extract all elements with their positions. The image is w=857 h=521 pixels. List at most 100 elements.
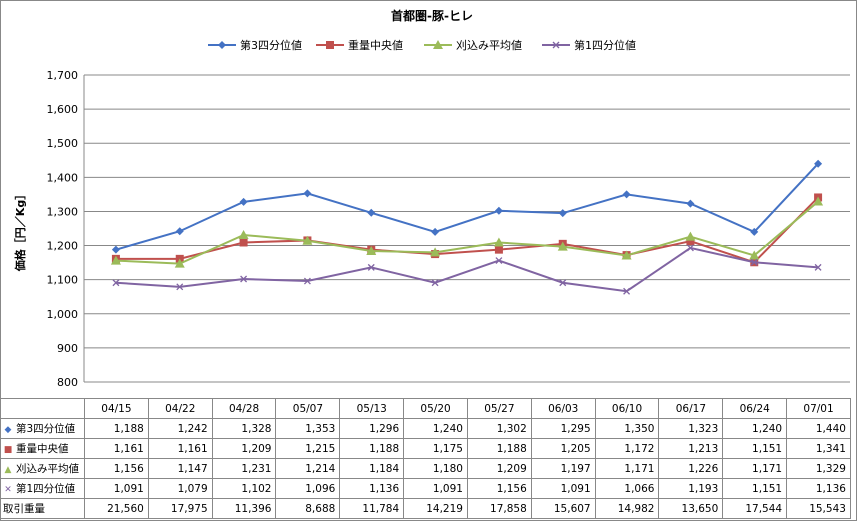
- series-line: [115, 163, 819, 251]
- data-point: [431, 279, 439, 287]
- table-value-cell: 1,161: [147, 438, 213, 459]
- table-value-cell: 1,440: [786, 418, 851, 439]
- y-tick-label: 1,500: [47, 137, 79, 150]
- x-tick-label: 06/03: [530, 398, 596, 419]
- data-point: [686, 199, 695, 208]
- table-row: 取引重量 21,560 17,975 11,396 8,688 11,784 14,219 1…: [0, 498, 851, 519]
- table-value-cell: 1,215: [275, 438, 341, 459]
- x-tick-label: 05/13: [339, 398, 405, 419]
- table-series-cell: ✕ 第1四分位値: [0, 478, 85, 499]
- data-point: [433, 40, 443, 49]
- table-value-cell: 1,151: [722, 478, 788, 499]
- table-value-cell: 1,147: [147, 458, 213, 479]
- series-line: [115, 196, 819, 264]
- table-value-cell: 1,175: [403, 438, 468, 459]
- table-series-label: 第3四分位値: [16, 423, 76, 435]
- table-value-cell: 21,560: [84, 498, 149, 519]
- data-point: [750, 227, 759, 236]
- y-axis-ticks: 800 900 1,000 1,100 1,200 1,300 1,400 1,500 1,60…: [47, 69, 79, 389]
- table-value-cell: 1,188: [84, 418, 149, 439]
- data-point: [750, 258, 758, 266]
- data-point: [749, 250, 760, 260]
- data-point: [621, 250, 632, 260]
- data-point: [557, 241, 568, 251]
- table-value-cell: 1,197: [530, 458, 596, 479]
- data-point: [112, 279, 120, 287]
- data-point: [494, 245, 503, 254]
- data-point: [494, 206, 503, 215]
- table-series-cell: ◆ 第3四分位値: [0, 418, 85, 439]
- data-point: [238, 229, 249, 239]
- x-tick-label: 05/20: [403, 398, 468, 419]
- table-value-cell: 1,231: [211, 458, 277, 479]
- table-value-cell: 1,066: [594, 478, 660, 499]
- data-point: [495, 257, 503, 265]
- table-value-cell: 14,219: [403, 498, 468, 519]
- data-point: [218, 41, 226, 49]
- table-value-cell: 1,302: [466, 418, 532, 439]
- x-tick-label: 06/17: [658, 398, 724, 419]
- data-point: [814, 159, 823, 168]
- legend: 第3四分位値 重量中央値 刈込み平均値 第1四分位値: [208, 38, 636, 52]
- table-value-cell: 11,396: [211, 498, 277, 519]
- data-point: [623, 287, 631, 295]
- data-point: [110, 255, 121, 265]
- table-value-cell: 1,240: [722, 418, 788, 439]
- table-value-cell: 1,240: [403, 418, 468, 439]
- data-point: [686, 244, 694, 252]
- series-line: [115, 246, 819, 293]
- table-row: ▲ 刈込み平均値 1,156 1,147 1,231 1,214 1,184 1,180 1,2…: [0, 458, 851, 479]
- table-value-cell: 1,151: [722, 438, 788, 459]
- series-lines: [110, 159, 824, 295]
- table-value-cell: 1,184: [339, 458, 405, 479]
- table-value-cell: 1,171: [594, 458, 660, 479]
- legend-key-icon: ◆: [4, 425, 12, 435]
- x-tick-label: 07/01: [786, 398, 851, 419]
- y-tick-label: 1,200: [47, 240, 79, 253]
- legend-label: 重量中央値: [348, 38, 403, 52]
- table-value-cell: 1,136: [339, 478, 405, 499]
- table-value-cell: 1,156: [466, 478, 532, 499]
- legend-key-icon: ▲: [4, 465, 12, 475]
- series-line: [115, 200, 819, 265]
- chart-title: 首都圏-豚-ヒレ: [391, 8, 473, 23]
- data-point: [303, 277, 311, 285]
- table-value-cell: 1,350: [594, 418, 660, 439]
- table-series-cell: ▲ 刈込み平均値: [0, 458, 85, 479]
- table-value-cell: 13,650: [658, 498, 724, 519]
- table-value-cell: 1,296: [339, 418, 405, 439]
- data-point: [559, 279, 567, 287]
- table-value-cell: 14,982: [594, 498, 660, 519]
- table-value-cell: 1,091: [530, 478, 596, 499]
- table-value-cell: 1,341: [786, 438, 851, 459]
- data-point: [239, 238, 248, 247]
- data-point: [111, 245, 120, 254]
- data-point: [367, 208, 376, 217]
- table-header-row: 04/15 04/22 04/28 05/07 05/13 05/20 05/27 06/03…: [0, 398, 851, 419]
- table-value-cell: 11,784: [339, 498, 405, 519]
- table-row: ■ 重量中央値 1,161 1,161 1,209 1,215 1,188 1,175 1,18…: [0, 438, 851, 459]
- data-point: [430, 247, 441, 257]
- data-point: [240, 275, 248, 283]
- table-value-cell: 17,544: [722, 498, 788, 519]
- table-series-cell: ■ 重量中央値: [0, 438, 85, 459]
- data-point: [176, 283, 184, 291]
- table-value-cell: 1,214: [275, 458, 341, 479]
- table-row: ◆ 第3四分位値 1,188 1,242 1,328 1,353 1,296 1,240 1,3…: [0, 418, 851, 439]
- table-value-cell: 1,091: [84, 478, 149, 499]
- data-point: [366, 246, 377, 256]
- y-tick-label: 1,600: [47, 103, 79, 116]
- y-tick-label: 1,400: [47, 171, 79, 184]
- table-series-label: 刈込み平均値: [16, 463, 79, 475]
- legend-key-icon: ■: [3, 445, 13, 455]
- table-value-cell: 1,180: [403, 458, 468, 479]
- table-series-label: 重量中央値: [16, 443, 69, 455]
- table-value-cell: 1,209: [466, 458, 532, 479]
- table-value-cell: 1,205: [530, 438, 596, 459]
- table-value-cell: 1,242: [147, 418, 213, 439]
- y-tick-label: 1,300: [47, 205, 79, 218]
- table-value-cell: 15,543: [786, 498, 851, 519]
- x-tick-label: 04/22: [147, 398, 213, 419]
- table-value-cell: 17,975: [147, 498, 213, 519]
